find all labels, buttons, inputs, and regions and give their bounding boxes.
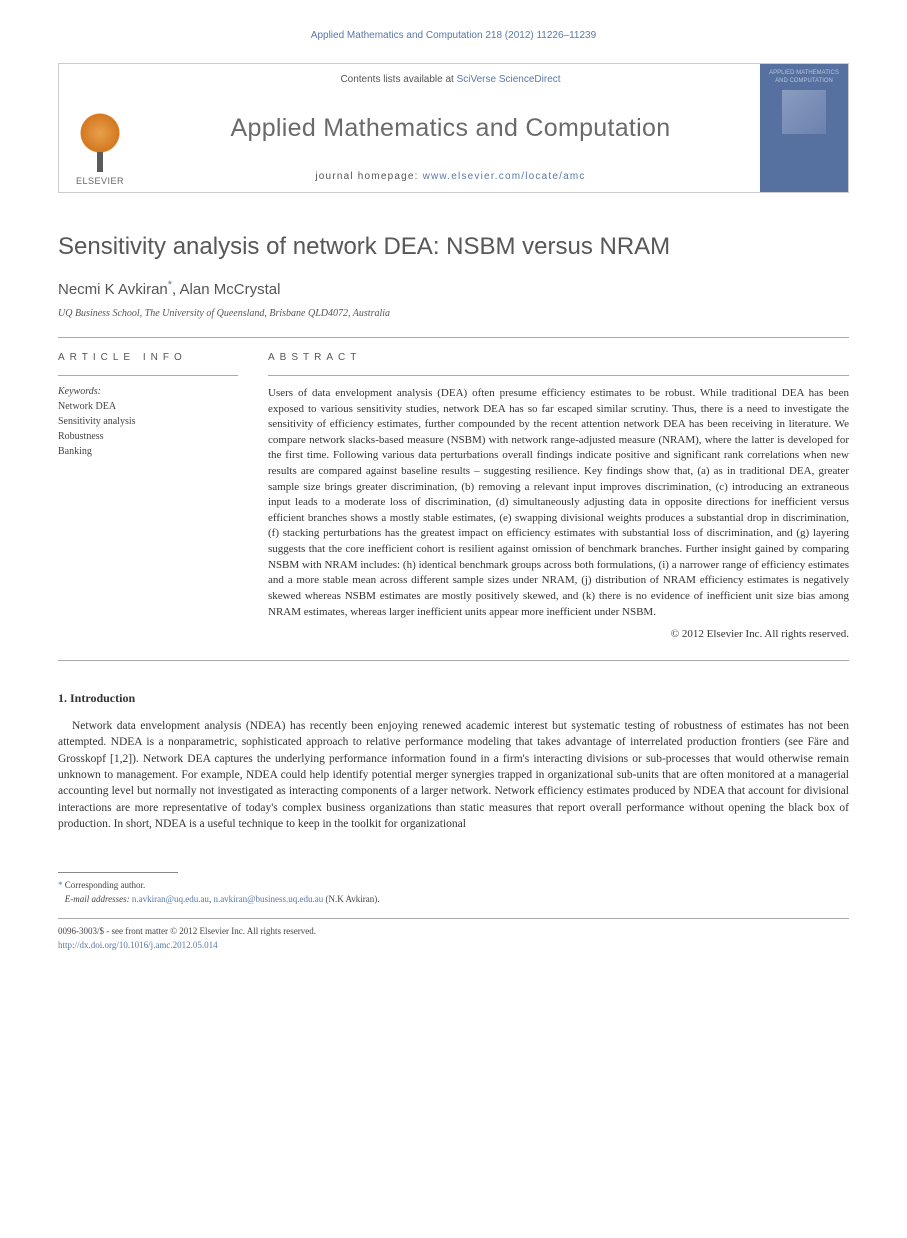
copyright: © 2012 Elsevier Inc. All rights reserved…: [268, 628, 849, 640]
abstract-label: ABSTRACT: [268, 352, 849, 363]
email-link-2[interactable]: n.avkiran@business.uq.edu.au: [213, 894, 323, 904]
article-info-column: ARTICLE INFO Keywords: Network DEA Sensi…: [58, 352, 238, 640]
contents-line: Contents lists available at SciVerse Sci…: [340, 74, 560, 85]
journal-name: Applied Mathematics and Computation: [231, 114, 671, 143]
issn-line: 0096-3003/$ - see front matter © 2012 El…: [58, 925, 849, 939]
keyword: Network DEA: [58, 399, 238, 414]
doi-link[interactable]: http://dx.doi.org/10.1016/j.amc.2012.05.…: [58, 940, 218, 950]
cover-image: [782, 90, 826, 134]
cover-caption: APPLIED MATHEMATICS AND COMPUTATION: [766, 70, 842, 86]
abstract-divider: [268, 375, 849, 376]
author-1: Necmi K Avkiran: [58, 281, 168, 298]
email-author-name: (N.K Avkiran).: [323, 894, 379, 904]
journal-cover: APPLIED MATHEMATICS AND COMPUTATION: [760, 64, 848, 192]
bottom-bar: 0096-3003/$ - see front matter © 2012 El…: [58, 918, 849, 952]
abstract-text: Users of data envelopment analysis (DEA)…: [268, 386, 849, 620]
author-2: , Alan McCrystal: [172, 281, 280, 298]
intro-paragraph: Network data envelopment analysis (NDEA)…: [58, 718, 849, 832]
keyword: Sensitivity analysis: [58, 414, 238, 429]
divider: [58, 660, 849, 661]
contents-prefix: Contents lists available at: [340, 74, 456, 85]
info-divider: [58, 375, 238, 376]
keyword: Robustness: [58, 429, 238, 444]
email-link-1[interactable]: n.avkiran@uq.edu.au: [132, 894, 209, 904]
elsevier-tree-icon: [73, 112, 127, 172]
divider: [58, 337, 849, 338]
affiliation: UQ Business School, The University of Qu…: [58, 308, 849, 319]
keywords-head: Keywords:: [58, 386, 238, 397]
info-abstract-row: ARTICLE INFO Keywords: Network DEA Sensi…: [58, 352, 849, 640]
publisher-logo-block: ELSEVIER: [59, 64, 141, 192]
homepage-line: journal homepage: www.elsevier.com/locat…: [315, 171, 585, 182]
email-footnote: E-mail addresses: n.avkiran@uq.edu.au, n…: [58, 893, 849, 907]
homepage-prefix: journal homepage:: [315, 171, 422, 182]
publisher-name: ELSEVIER: [76, 176, 124, 186]
section-heading-intro: 1. Introduction: [58, 691, 849, 706]
corresponding-footnote: * Corresponding author.: [58, 879, 849, 893]
footnote-separator: [58, 872, 178, 873]
article-info-label: ARTICLE INFO: [58, 352, 238, 363]
homepage-link[interactable]: www.elsevier.com/locate/amc: [423, 171, 586, 182]
masthead-center: Contents lists available at SciVerse Sci…: [141, 64, 760, 192]
email-label: E-mail addresses:: [65, 894, 130, 904]
article-title: Sensitivity analysis of network DEA: NSB…: [58, 233, 849, 261]
keyword: Banking: [58, 444, 238, 459]
corr-star: *: [58, 880, 65, 890]
running-head: Applied Mathematics and Computation 218 …: [58, 30, 849, 41]
authors: Necmi K Avkiran*, Alan McCrystal: [58, 279, 849, 298]
journal-masthead: ELSEVIER Contents lists available at Sci…: [58, 63, 849, 193]
corr-label-text: Corresponding author.: [65, 880, 146, 890]
sciencedirect-link[interactable]: SciVerse ScienceDirect: [457, 74, 561, 85]
abstract-column: ABSTRACT Users of data envelopment analy…: [268, 352, 849, 640]
